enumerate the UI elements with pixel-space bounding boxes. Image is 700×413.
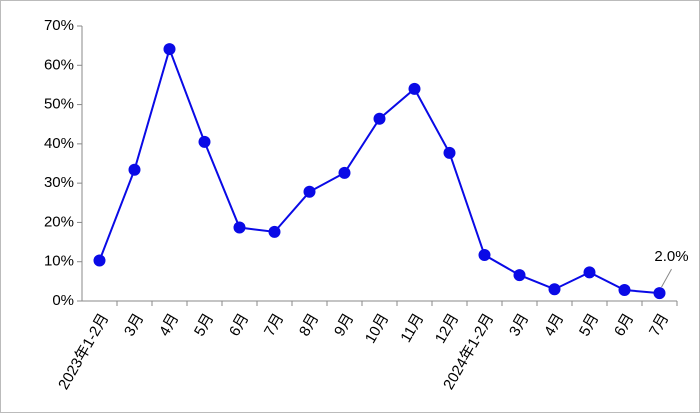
y-tick-label: 30% bbox=[44, 174, 74, 191]
point bbox=[163, 43, 176, 56]
point bbox=[618, 284, 631, 296]
point bbox=[443, 146, 456, 159]
point bbox=[408, 82, 421, 95]
y-tick-label: 40% bbox=[44, 135, 74, 152]
y-tick-label: 20% bbox=[44, 213, 74, 230]
point bbox=[303, 185, 316, 198]
point bbox=[93, 254, 106, 267]
point bbox=[373, 112, 386, 125]
data-label: 2.0% bbox=[654, 248, 688, 265]
label-leader bbox=[661, 268, 672, 288]
point bbox=[268, 225, 281, 238]
y-tick-label: 60% bbox=[44, 56, 74, 73]
y-tick-label: 70% bbox=[44, 17, 74, 34]
point bbox=[583, 266, 596, 279]
y-tick-label: 0% bbox=[52, 292, 74, 309]
point bbox=[198, 135, 211, 148]
y-tick-label: 10% bbox=[44, 253, 74, 270]
point bbox=[653, 287, 666, 300]
point bbox=[128, 163, 141, 176]
point bbox=[478, 249, 491, 262]
y-tick-label: 50% bbox=[44, 96, 74, 113]
point bbox=[513, 269, 526, 282]
point bbox=[233, 221, 246, 234]
point bbox=[548, 283, 561, 296]
point bbox=[338, 166, 351, 179]
